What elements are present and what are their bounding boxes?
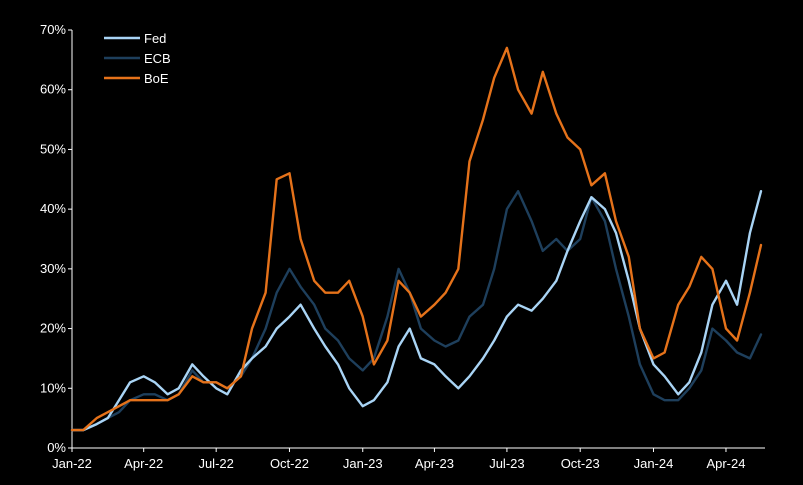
x-tick-label: Jul-23 bbox=[489, 456, 524, 471]
x-tick-label: Oct-23 bbox=[561, 456, 600, 471]
y-tick-label: 50% bbox=[40, 141, 66, 156]
y-tick-label: 60% bbox=[40, 82, 66, 97]
series-line-boe bbox=[70, 46, 763, 432]
x-tick-label: Apr-23 bbox=[415, 456, 454, 471]
y-tick-label: 70% bbox=[40, 22, 66, 37]
legend-label-fed: Fed bbox=[144, 31, 166, 46]
x-tick-label: Jan-24 bbox=[634, 456, 674, 471]
x-tick-label: Apr-22 bbox=[124, 456, 163, 471]
legend-label-ecb: ECB bbox=[144, 51, 171, 66]
x-tick-label: Oct-22 bbox=[270, 456, 309, 471]
x-tick-label: Jul-22 bbox=[198, 456, 233, 471]
y-tick-label: 30% bbox=[40, 261, 66, 276]
legend-label-boe: BoE bbox=[144, 71, 169, 86]
y-tick-label: 10% bbox=[40, 380, 66, 395]
axes: 0% 10% 20% 30% 40% 50% 60% 70% Jan-22 Apr-22 Jul-2… bbox=[40, 22, 765, 471]
legend: Fed ECB BoE bbox=[104, 31, 171, 86]
series-line-fed bbox=[70, 189, 763, 432]
x-tick-label: Jan-22 bbox=[52, 456, 92, 471]
series-line-ecb bbox=[70, 189, 763, 432]
series-layer bbox=[70, 46, 763, 432]
x-tick-label: Apr-24 bbox=[706, 456, 745, 471]
y-tick-label: 40% bbox=[40, 201, 66, 216]
y-tick-label: 0% bbox=[47, 440, 66, 455]
x-tick-label: Jan-23 bbox=[343, 456, 383, 471]
y-tick-label: 20% bbox=[40, 321, 66, 336]
